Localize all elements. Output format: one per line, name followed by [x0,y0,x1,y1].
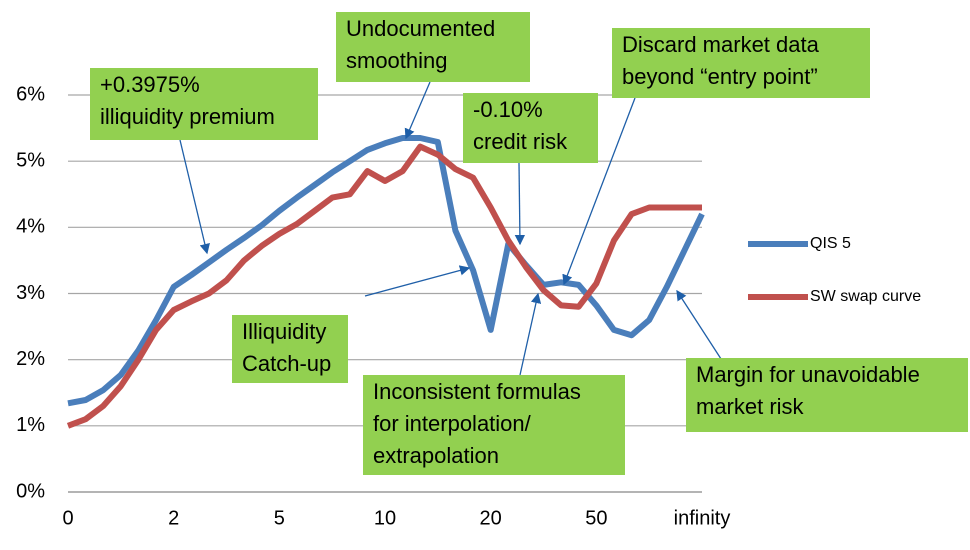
annotation-text: for interpolation/ [373,411,532,436]
annotation-box [232,315,348,383]
annotation-text: Margin for unavoidable [696,362,920,387]
y-tick-label: 4% [16,216,45,238]
x-tick-label: 50 [585,507,607,529]
arrow [404,81,431,140]
arrow [676,289,724,363]
annotation-box [363,375,625,475]
arrow [364,265,471,297]
x-tick-label: 2 [168,507,179,529]
x-tick-label: 5 [274,507,285,529]
legend: QIS 5 SW swap curve [748,235,921,305]
x-tick-label: infinity [674,507,731,529]
y-tick-label: 3% [16,282,45,304]
arrow [514,162,526,246]
y-tick-label: 1% [16,414,45,436]
y-tick-label: 0% [16,480,45,502]
annotation-text: -0.10% [473,97,543,122]
arrow [562,97,636,286]
y-tick-label: 5% [16,149,45,171]
annotation-box [686,358,968,432]
annotation-text: beyond “entry point” [622,64,818,89]
annotation-text: smoothing [346,48,448,73]
annotation-text: credit risk [473,129,568,154]
x-tick-label: 20 [480,507,502,529]
series-line [66,143,702,429]
legend-label: QIS 5 [810,235,851,252]
annotations: +0.3975% illiquidity premium Undocumented s… [90,12,968,475]
annotation-text: illiquidity premium [100,104,275,129]
x-tick-label: 10 [374,507,396,529]
x-tick-label: 0 [62,507,73,529]
annotation-text: Discard market data [622,32,820,57]
arrows [179,81,724,376]
annotation-box [336,12,530,82]
annotation-box [463,93,598,163]
y-tick-label: 6% [16,83,45,105]
arrow [179,139,210,255]
annotation-text: Undocumented [346,16,495,41]
annotation-text: Illiquidity [242,319,326,344]
y-tick-label: 2% [16,348,45,370]
legend-label: SW swap curve [810,288,921,305]
series-line [67,135,705,407]
annotation-text: +0.3975% [100,72,200,97]
annotation-box [90,68,318,140]
annotation-text: extrapolation [373,443,499,468]
arrow [519,292,542,376]
plot [66,135,705,429]
annotation-text: Catch-up [242,351,331,376]
annotation-box [612,28,870,98]
annotation-text: Inconsistent formulas [373,379,581,404]
annotation-text: market risk [696,394,805,419]
